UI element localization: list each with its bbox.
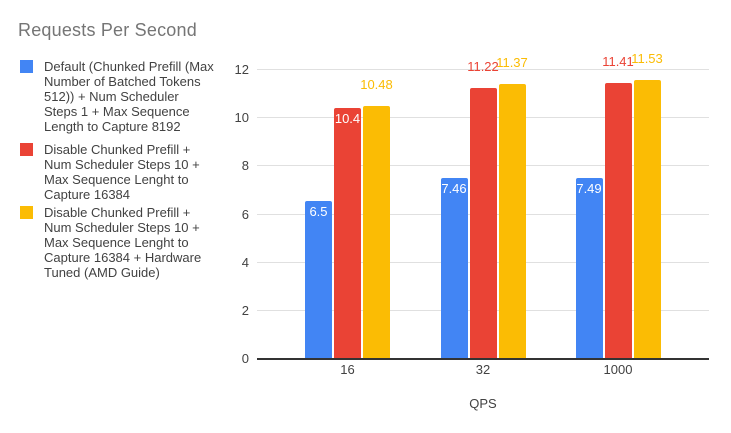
legend-item: Disable Chunked Prefill + Num Scheduler … <box>20 142 244 202</box>
x-axis-title: QPS <box>469 396 497 411</box>
bar <box>305 201 332 358</box>
bar <box>363 105 390 358</box>
bar <box>334 107 361 358</box>
x-tick-label: 32 <box>475 362 491 377</box>
x-tick-label: 16 <box>340 362 355 377</box>
y-tick-label: 10 <box>234 110 249 126</box>
y-tick-label: 4 <box>241 254 249 270</box>
bar-data-label: 11.41 <box>602 54 634 70</box>
red-square-legend-swatch <box>20 143 33 156</box>
legend-label: Disable Chunked Prefill + Num Scheduler … <box>44 142 200 202</box>
bar <box>575 177 603 358</box>
y-tick-label: 6 <box>241 206 249 222</box>
y-tick-label: 12 <box>234 62 249 77</box>
y-tick-label: 8 <box>241 158 249 174</box>
bar <box>604 83 632 358</box>
bar <box>633 80 661 358</box>
bar <box>498 84 526 358</box>
bar-data-label: 6.5 <box>309 204 328 220</box>
bar-data-label: 10.48 <box>360 76 393 92</box>
bar <box>440 178 468 358</box>
yellow-square-legend-swatch <box>20 206 33 219</box>
gridline <box>257 69 709 70</box>
legend-label: Disable Chunked Prefill + Num Scheduler … <box>44 205 202 280</box>
x-tick-label: 1000 <box>603 362 633 377</box>
legend-item: Default (Chunked Prefill (Max Number of … <box>20 59 244 134</box>
bar-data-label: 11.37 <box>496 55 528 71</box>
legend-item: Disable Chunked Prefill + Num Scheduler … <box>20 205 244 280</box>
y-tick-label: 0 <box>241 351 249 366</box>
bar-data-label: 10.4 <box>334 110 361 126</box>
bar-data-label: 11.22 <box>467 58 499 74</box>
x-axis-line <box>257 358 709 360</box>
bar-data-label: 7.46 <box>441 181 467 197</box>
y-tick-label: 2 <box>241 302 249 318</box>
bar-data-label: 7.49 <box>576 180 602 196</box>
blue-square-legend-swatch <box>20 60 33 73</box>
chart-title: Requests Per Second <box>18 20 197 40</box>
bar-data-label: 11.53 <box>631 51 663 67</box>
legend-label: Default (Chunked Prefill (Max Number of … <box>44 59 214 134</box>
bar <box>469 87 497 358</box>
